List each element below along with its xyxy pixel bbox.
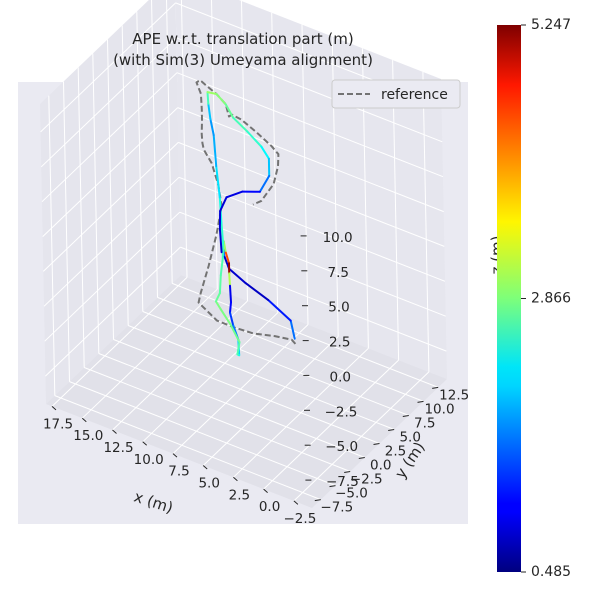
estimate-trajectory-segment	[229, 273, 230, 285]
y-tick-label: −7.5	[320, 500, 353, 516]
x-tick-label: 15.0	[73, 428, 103, 444]
y-tick-label: 0.0	[370, 458, 391, 474]
estimate-trajectory-segment	[208, 92, 209, 104]
x-tick-label: 17.5	[43, 416, 73, 432]
colorbar-tick-label: 5.247	[531, 17, 571, 33]
chart-subtitle: (with Sim(3) Umeyama alignment)	[113, 51, 373, 69]
x-tick-label: 5.0	[198, 476, 219, 492]
y-tick-label: 10.0	[424, 401, 454, 417]
z-tick-label: 2.5	[329, 335, 350, 351]
z-tick-label: −5.0	[325, 439, 358, 455]
x-tick-label: 10.0	[134, 452, 164, 468]
estimate-trajectory-segment	[220, 275, 221, 293]
z-tick-label: −2.5	[325, 404, 358, 420]
x-tick-label: 2.5	[229, 487, 250, 503]
y-tick-label: 7.5	[414, 416, 435, 432]
x-tick-label: −2.5	[284, 511, 317, 527]
y-tick-label: 12.5	[439, 387, 469, 403]
chart-title: APE w.r.t. translation part (m)	[132, 30, 353, 48]
estimate-trajectory-segment	[230, 286, 231, 303]
estimate-trajectory-segment	[230, 302, 231, 312]
x-tick-label: 7.5	[168, 464, 189, 480]
colorbar-gradient	[497, 25, 521, 572]
z-tick-label: 7.5	[328, 265, 349, 281]
colorbar-ticks: 5.247 2.866 0.485	[521, 17, 571, 580]
z-tick-label: 10.0	[323, 230, 353, 246]
z-tick-label: 5.0	[328, 300, 349, 316]
z-tick-label: 0.0	[330, 369, 351, 385]
x-tick-label: 12.5	[103, 440, 133, 456]
x-tick-label: 0.0	[259, 499, 280, 515]
z-tick-label: −7.5	[326, 474, 359, 490]
colorbar-tick-label: 0.485	[531, 564, 571, 580]
colorbar-tick-label: 2.866	[531, 291, 571, 307]
legend-reference-label: reference	[381, 87, 448, 103]
legend: reference	[332, 80, 460, 108]
colorbar: 5.247 2.866 0.485	[497, 17, 571, 580]
